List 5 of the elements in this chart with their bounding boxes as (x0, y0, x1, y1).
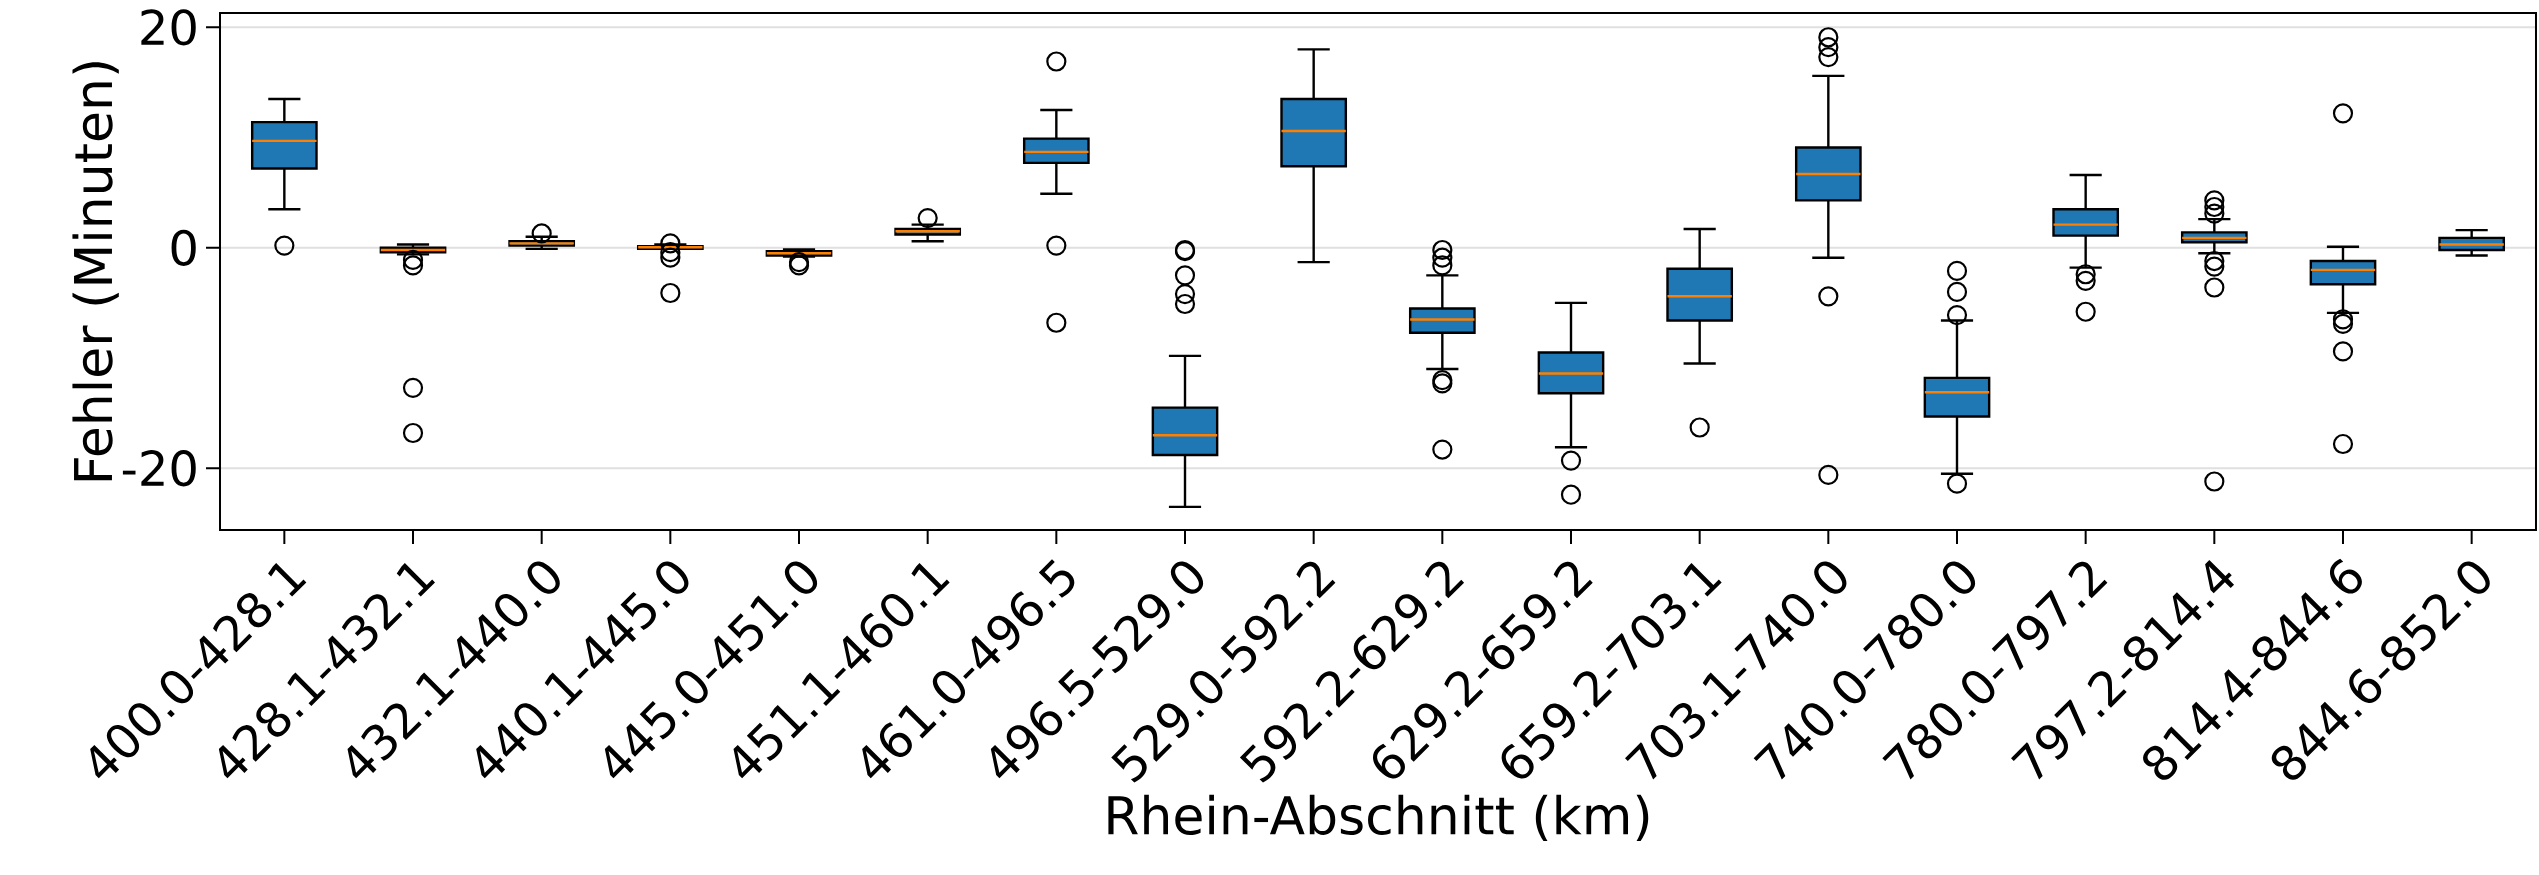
y-tick-label: 20 (141, 9, 196, 46)
y-axis-title: Fehler (Minuten) (72, 62, 119, 481)
y-tick-label: -20 (122, 450, 196, 487)
y-tick-label: 0 (171, 229, 196, 266)
x-axis-title: Rhein-Abschnitt (km) (1108, 794, 1649, 842)
